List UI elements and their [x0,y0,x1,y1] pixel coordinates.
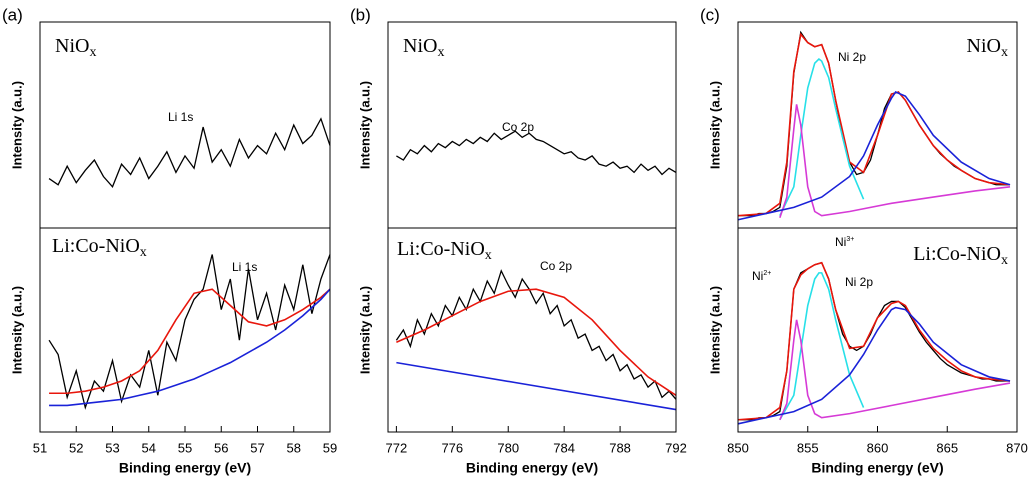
spectrum-line [737,261,1011,421]
sample-name: Li:Co-NiO [913,243,1001,265]
x-axis-label: Binding energy (eV) [466,460,598,476]
annotation-text: Ni 2p [838,50,866,64]
x-tick-label: 58 [287,440,301,455]
x-tick-label: 56 [214,440,228,455]
spectrum-line [779,104,1011,218]
sample-label: NiOx [55,35,96,61]
spectrum-line [738,30,1011,217]
annotation: Ni3+ [835,235,854,249]
sample-subscript: x [1001,45,1008,60]
spectrum-line [779,58,865,216]
spectrum-line [396,130,677,176]
annotation-superscript: 2+ [763,270,771,277]
annotation: Li 1s [232,260,257,274]
spectrum-line [49,288,331,407]
annotation-text: Ni [835,235,846,249]
x-tick-label: 54 [142,440,156,455]
y-axis-label: Intensity (a.u.) [707,286,722,374]
annotation: Co 2p [502,120,534,134]
x-tick-label: 776 [441,440,463,455]
plot-frame [39,227,331,433]
spectrum-line [738,261,1011,421]
spectrum-line [48,117,331,189]
panel-label: (a) [2,5,23,24]
annotation: Li 1s [168,110,193,124]
sample-subscript: x [89,45,96,60]
spectrum-line [737,91,1011,221]
annotation-text: Ni 2p [845,275,873,289]
spectrum-line [737,32,1011,217]
spectrum-line [49,288,331,395]
x-tick-label: 53 [105,440,119,455]
annotation: Ni 2p [845,275,873,289]
spectrum-line [737,306,1011,425]
plot-frame [737,227,1018,433]
x-tick-label: 780 [497,440,519,455]
y-axis-label: Intensity (a.u.) [707,81,722,169]
y-axis-label: Intensity (a.u.) [357,81,372,169]
x-tick-label: 784 [553,440,575,455]
x-tick-label: 788 [609,440,631,455]
sample-label: NiOx [967,35,1008,61]
panel-label: (c) [700,5,720,24]
spectrum-line [396,361,677,411]
sample-subscript: x [485,248,492,263]
y-axis-label: Intensity (a.u.) [357,286,372,374]
annotation-text: Co 2p [540,259,572,273]
spectrum-line [396,288,677,396]
x-tick-label: 792 [665,440,687,455]
x-tick-label: 51 [33,440,47,455]
x-tick-label: 772 [386,440,408,455]
sample-label: Li:Co-NiOx [913,243,1008,269]
annotation: Ni2+ [752,269,771,283]
sample-subscript: x [140,245,147,260]
annotation-text: Ni [752,269,763,283]
x-axis-label: Binding energy (eV) [119,460,251,476]
sample-name: Li:Co-NiO [52,235,140,257]
y-axis-label: Intensity (a.u.) [9,81,24,169]
x-tick-label: 59 [323,440,337,455]
x-tick-label: 52 [69,440,83,455]
x-tick-label: 850 [727,440,749,455]
sample-label: NiOx [403,35,444,61]
sample-label: Li:Co-NiOx [52,235,147,261]
y-axis-label: Intensity (a.u.) [9,286,24,374]
sample-name: Li:Co-NiO [397,238,485,260]
annotation-text: Li 1s [168,110,193,124]
sample-subscript: x [1001,253,1008,268]
spectrum-line [779,272,865,421]
sample-subscript: x [437,45,444,60]
x-axis-label: Binding energy (eV) [811,460,943,476]
sample-name: NiO [967,35,1001,57]
spectrum-line [395,269,677,400]
annotation-text: Li 1s [232,260,257,274]
spectrum-line [48,254,331,410]
spectrum-line [779,319,1011,421]
x-tick-label: 855 [797,440,819,455]
x-tick-label: 57 [250,440,264,455]
x-tick-label: 860 [867,440,889,455]
sample-name: NiO [403,35,437,57]
x-tick-label: 55 [178,440,192,455]
annotation-text: Co 2p [502,120,534,134]
annotation: Co 2p [540,259,572,273]
annotation: Ni 2p [838,50,866,64]
x-tick-label: 870 [1006,440,1028,455]
x-tick-label: 865 [936,440,958,455]
annotation-superscript: 3+ [846,236,854,243]
sample-name: NiO [55,35,89,57]
plot-frame [387,227,677,433]
sample-label: Li:Co-NiOx [397,238,492,264]
panel-label: (b) [350,5,371,24]
